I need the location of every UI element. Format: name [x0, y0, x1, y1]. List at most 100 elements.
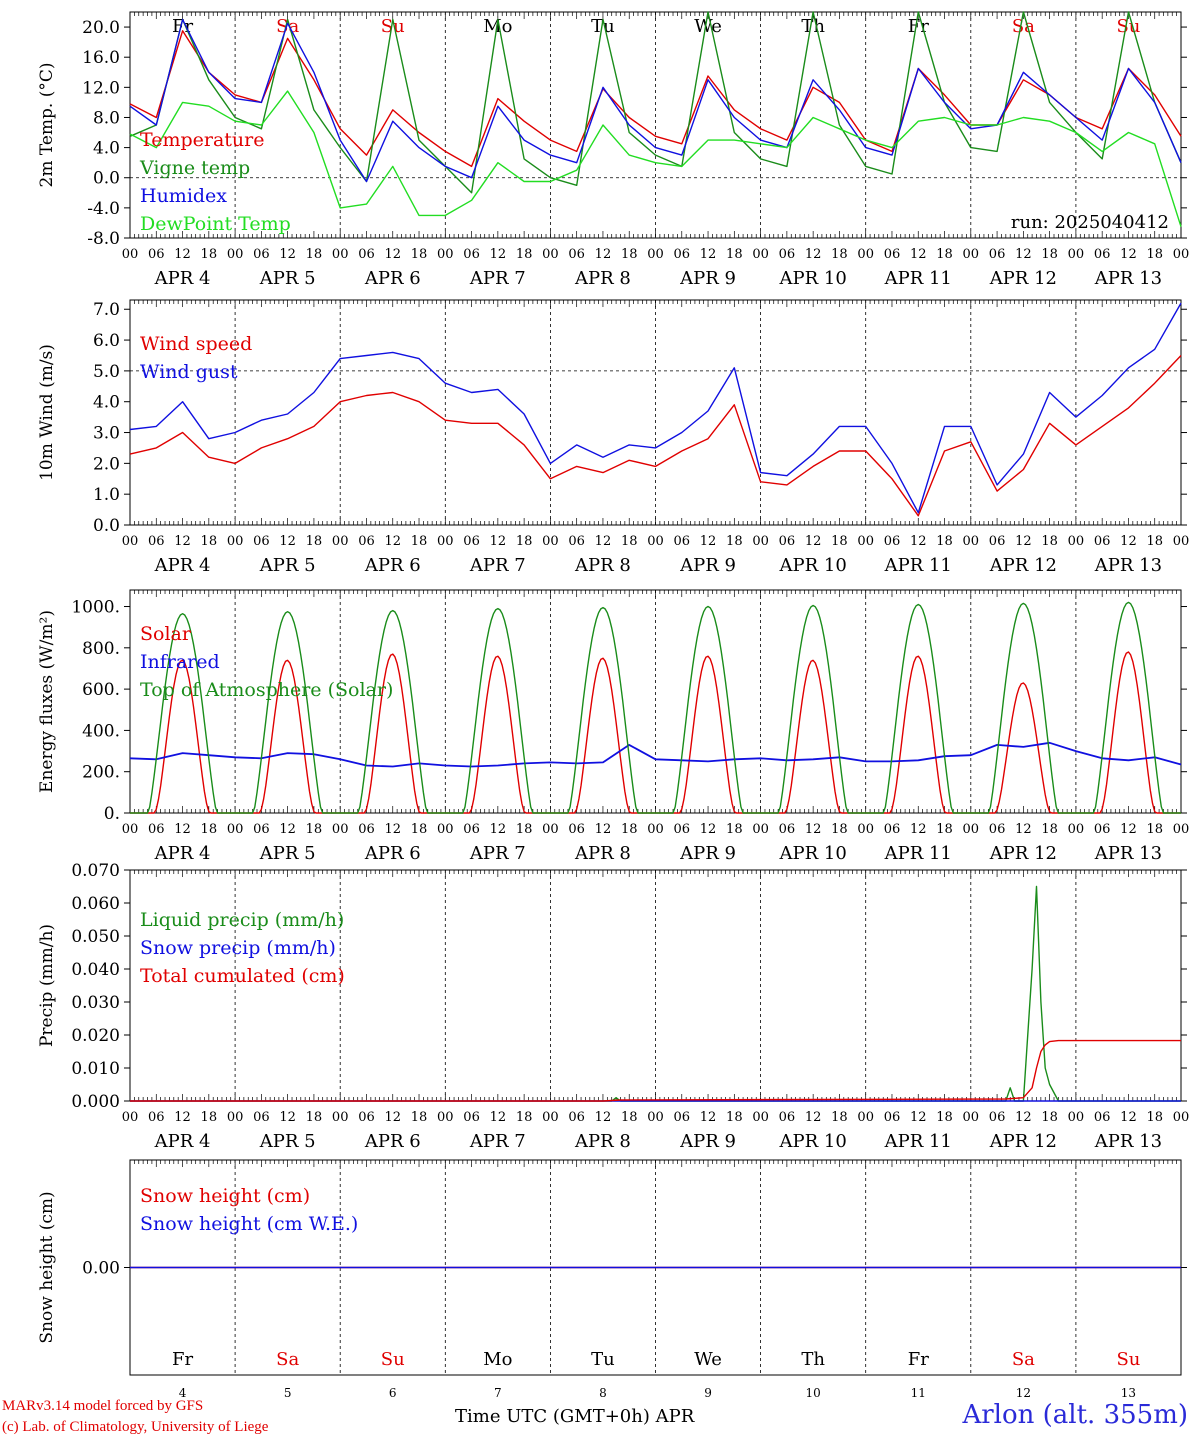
weekday-label: Mo [483, 1349, 512, 1370]
x-hour-label: 06 [253, 247, 270, 262]
y-tick-label: 200. [82, 763, 120, 783]
legend-entry: DewPoint Temp [140, 213, 291, 235]
x-axis-title: Time UTC (GMT+0h) APR [455, 1406, 695, 1427]
y-axis-label: 2m Temp. (°C) [37, 62, 57, 187]
x-hour-label: 06 [148, 1110, 165, 1125]
x-hour-label: 06 [463, 822, 480, 837]
x-date-label: APR 10 [779, 555, 847, 576]
x-hour-label: 06 [253, 1110, 270, 1125]
series-line [129, 355, 1182, 517]
x-date-label: APR 4 [154, 843, 211, 864]
x-hour-label: 18 [726, 247, 743, 262]
x-date-label: APR 10 [779, 843, 847, 864]
x-hour-label: 12 [174, 1110, 191, 1125]
x-date-label: APR 12 [989, 555, 1057, 576]
x-hour-label: 00 [1068, 1110, 1085, 1125]
x-hour-label: 06 [989, 1110, 1006, 1125]
x-hour-label: 12 [910, 1110, 927, 1125]
series-line [129, 18, 1182, 183]
x-date-label: APR 13 [1094, 843, 1162, 864]
x-hour-label: 06 [989, 822, 1006, 837]
y-tick-label: 0.070 [71, 861, 120, 881]
x-hour-label: 06 [989, 247, 1006, 262]
x-hour-label: 18 [306, 247, 323, 262]
x-hour-label: 12 [910, 247, 927, 262]
x-hour-label: 06 [358, 247, 375, 262]
weekday-label: Su [381, 1349, 405, 1370]
day-number-label: 11 [911, 1386, 926, 1400]
x-hour-label: 18 [1041, 1110, 1058, 1125]
x-hour-label: 00 [227, 534, 244, 549]
x-hour-label: 18 [1146, 822, 1163, 837]
legend-entry: Solar [140, 623, 192, 645]
station-name: Arlon (alt. 355m) [962, 1400, 1188, 1430]
y-tick-label: 0.0 [93, 516, 120, 536]
credit-line-1: MARv3.14 model forced by GFS [2, 1398, 204, 1414]
y-tick-label: 0.00 [82, 1259, 120, 1279]
run-annotation: run: 2025040412 [1011, 212, 1169, 233]
x-date-label: APR 6 [364, 268, 421, 289]
x-hour-label: 06 [148, 534, 165, 549]
y-tick-label: 0. [104, 804, 120, 824]
y-axis-label: Snow height (cm) [37, 1191, 57, 1343]
x-date-label: APR 11 [884, 1131, 952, 1152]
y-tick-label: 6.0 [93, 331, 120, 351]
weekday-label: Fr [172, 1349, 193, 1370]
y-tick-label: 16.0 [82, 48, 120, 68]
x-hour-label: 12 [1120, 1110, 1137, 1125]
x-hour-label: 00 [227, 247, 244, 262]
x-hour-label: 12 [700, 247, 717, 262]
x-hour-label: 06 [884, 534, 901, 549]
legend-entry: Top of Atmosphere (Solar) [140, 679, 393, 701]
x-date-label: APR 11 [884, 843, 952, 864]
x-hour-label: 18 [936, 534, 953, 549]
x-date-label: APR 6 [364, 555, 421, 576]
x-hour-label: 06 [884, 822, 901, 837]
x-hour-label: 12 [279, 1110, 296, 1125]
day-number-label: 5 [284, 1386, 292, 1400]
x-hour-label: 06 [779, 822, 796, 837]
x-date-label: APR 12 [989, 843, 1057, 864]
y-axis-label: Precip (mm/h) [37, 924, 57, 1047]
y-tick-label: 400. [82, 721, 120, 741]
x-hour-label: 18 [831, 822, 848, 837]
x-date-label: APR 9 [679, 555, 736, 576]
x-hour-label: 00 [647, 822, 664, 837]
day-number-label: 4 [179, 1386, 187, 1400]
x-hour-label: 06 [463, 534, 480, 549]
x-hour-label: 00 [752, 822, 769, 837]
x-hour-label: 00 [122, 534, 139, 549]
weekday-label: Fr [908, 16, 929, 37]
x-hour-label: 12 [490, 1110, 507, 1125]
x-hour-label: 06 [1094, 1110, 1111, 1125]
x-hour-label: 12 [1120, 822, 1137, 837]
x-hour-label: 12 [384, 1110, 401, 1125]
x-hour-label: 06 [884, 1110, 901, 1125]
x-hour-label: 12 [700, 1110, 717, 1125]
weekday-label: We [694, 16, 722, 37]
weekday-label: Sa [276, 16, 299, 37]
x-hour-label: 18 [936, 822, 953, 837]
x-hour-label: 18 [201, 247, 218, 262]
x-date-label: APR 4 [154, 1131, 211, 1152]
weekday-label: Th [801, 16, 825, 37]
x-hour-label: 00 [963, 247, 980, 262]
weekday-label: Sa [276, 1349, 299, 1370]
x-hour-label: 00 [963, 534, 980, 549]
x-hour-label: 06 [568, 1110, 585, 1125]
x-hour-label: 00 [752, 534, 769, 549]
x-hour-label: 06 [674, 247, 691, 262]
series-line [130, 601, 1181, 814]
x-date-label: APR 8 [574, 1131, 631, 1152]
x-hour-label: 06 [148, 822, 165, 837]
day-number-label: 12 [1016, 1386, 1031, 1400]
legend-entry: Snow height (cm W.E.) [140, 1213, 358, 1235]
legend-entry: Wind gust [140, 361, 238, 383]
x-hour-label: 18 [201, 822, 218, 837]
x-hour-label: 12 [490, 534, 507, 549]
y-tick-label: 4.0 [93, 139, 120, 159]
y-tick-label: 4.0 [93, 393, 120, 413]
x-hour-label: 12 [805, 534, 822, 549]
legend-entry: Liquid precip (mm/h) [140, 909, 344, 931]
x-date-label: APR 5 [259, 1131, 316, 1152]
